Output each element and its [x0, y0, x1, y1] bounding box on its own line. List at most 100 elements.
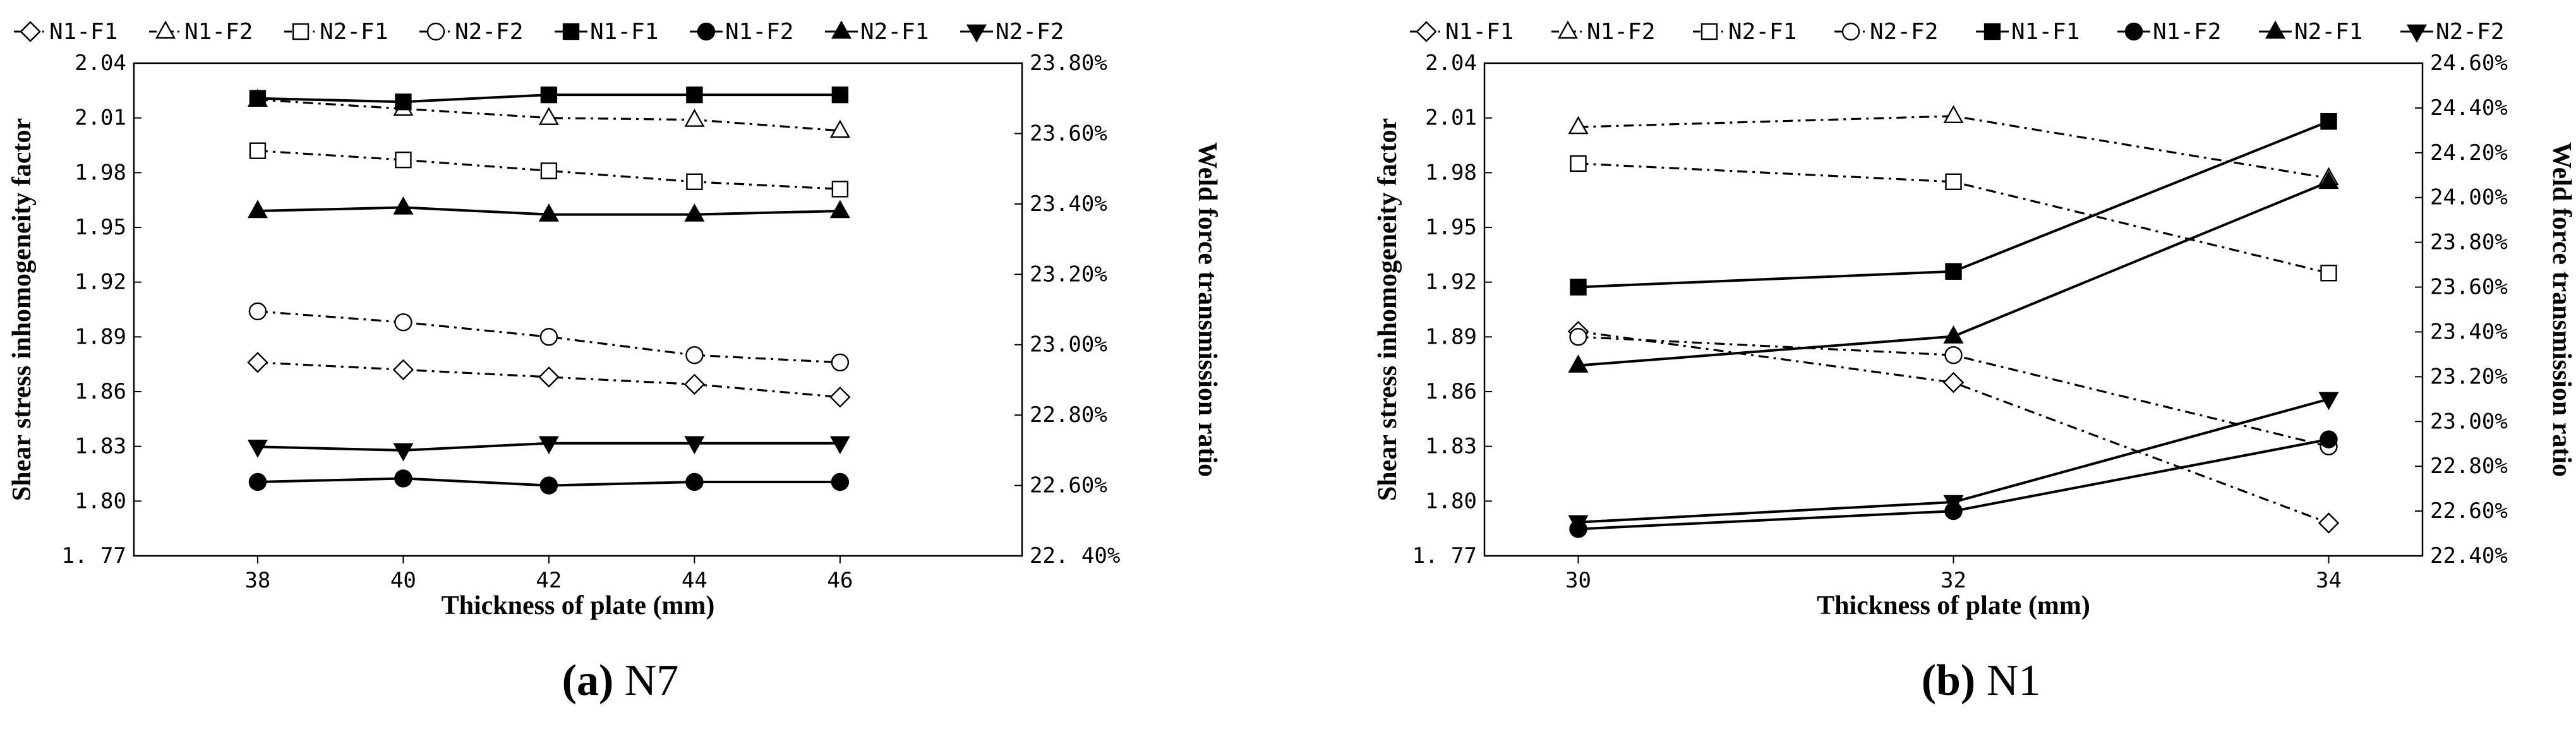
data-point-8-n2-f2-5 — [829, 436, 850, 455]
legend-label-n2-f2: N2-F2 — [996, 19, 1064, 45]
data-point-5-n1-f1-3 — [2320, 112, 2337, 130]
y-tick-label: 1.86 — [1425, 379, 1477, 404]
x-axis-title: Thickness of plate (mm) — [442, 591, 715, 620]
data-point-7-n2-f1-4 — [684, 203, 705, 222]
data-point-3-n2-f1-5 — [831, 181, 849, 198]
y2-tick-label: 23.20% — [1030, 262, 1107, 287]
data-point-6-n1-f2-3 — [2320, 430, 2338, 448]
x-tick-label: 44 — [682, 568, 707, 593]
y-tick-label: 1.83 — [75, 434, 126, 459]
y2-tick-label: 23.80% — [1030, 51, 1107, 76]
y-tick-label: 1. 77 — [1412, 543, 1477, 569]
legend-marker-2-triangle-open — [155, 20, 176, 39]
data-point-3-n2-f1-3 — [2320, 265, 2337, 282]
chart-panel-a: N1-F1 N1-F2 N2-F1 N2-F2 N1-F1 N1-F2 N2-F1 N2-F2… — [8, 19, 1222, 620]
legend-marker-1-diamond-open — [20, 21, 41, 42]
data-point-5-n1-f1-2 — [395, 93, 412, 111]
y-tick-label: 2.01 — [1425, 105, 1477, 131]
data-point-7-n2-f1-3 — [538, 203, 559, 222]
data-point-3-n2-f1-2 — [1945, 173, 1962, 190]
y2-tick-label: 22. 40% — [1030, 543, 1120, 569]
data-point-6-n1-f2-5 — [831, 472, 850, 491]
y-tick-label: 1.80 — [1425, 488, 1477, 514]
legend-label-n1-f1: N1-F1 — [1445, 19, 1514, 45]
legend-label-n1-f2: N1-F2 — [184, 19, 253, 45]
legend-marker-8-triangle-down-filled — [2406, 24, 2428, 43]
series-line-3-n2-f1-left — [257, 150, 840, 190]
legend-marker-6-circle-filled — [697, 22, 716, 41]
legend-label-n2-f1: N2-F1 — [320, 19, 388, 45]
data-point-7-n2-f1-3 — [2318, 171, 2339, 190]
data-point-7-n2-f1-5 — [829, 200, 850, 219]
legend-label-n2-f1: N2-F1 — [860, 19, 929, 45]
y2-tick-label: 23.00% — [2430, 409, 2508, 434]
legend-label-n1-f2: N1-F2 — [1587, 19, 1655, 45]
series-line-1-n1-f1-left — [1578, 330, 2330, 524]
y-tick-label: 2.01 — [75, 105, 126, 131]
legend-label-n2-f1: N2-F1 — [2294, 19, 2362, 45]
series-line-1-n1-f1-left — [257, 361, 841, 399]
data-point-5-n1-f1-3 — [540, 86, 558, 104]
caption-b: (b) N1 — [1922, 656, 2041, 705]
legend-label-n1-f1: N1-F1 — [49, 19, 117, 45]
data-point-1-n1-f1-4 — [683, 373, 706, 395]
data-point-2-n1-f2-4 — [684, 109, 705, 127]
series-line-2-n1-f2-left — [257, 99, 841, 132]
legend-label-n2-f1: N2-F1 — [1728, 19, 1797, 45]
data-point-3-n2-f1-3 — [540, 162, 558, 179]
legend-label-n2-f2: N2-F2 — [1870, 19, 1938, 45]
y2-tick-label: 24.00% — [2430, 185, 2508, 210]
legend-marker-1-diamond-open — [1416, 21, 1437, 42]
y2-axis-title: Weld force transmission ratio — [2547, 142, 2576, 477]
data-point-5-n1-f1-1 — [1570, 279, 1587, 296]
y2-axis-title: Weld force transmission ratio — [1193, 142, 1222, 477]
y2-tick-label: 22.60% — [2430, 498, 2508, 524]
y2-tick-label: 23.00% — [1030, 332, 1107, 358]
y-tick-label: 1.95 — [75, 215, 126, 240]
x-tick-label: 34 — [2316, 568, 2342, 593]
data-point-4-n2-f2-1 — [248, 302, 267, 321]
x-tick-label: 42 — [536, 568, 562, 593]
legend-marker-2-triangle-open — [1557, 20, 1579, 39]
legend-label-n2-f2: N2-F2 — [2436, 19, 2504, 45]
data-point-4-n2-f2-5 — [831, 353, 850, 371]
y2-tick-label: 22.40% — [2430, 543, 2508, 569]
y-tick-label: 1.89 — [75, 324, 126, 349]
data-point-8-n2-f2-1 — [247, 440, 268, 458]
caption-a: (a) N7 — [562, 656, 679, 705]
y-tick-label: 1.92 — [75, 270, 126, 295]
legend-marker-3-square-open — [1700, 23, 1718, 40]
data-point-7-n2-f1-2 — [393, 196, 414, 215]
legend-label-n1-f2: N1-F2 — [2153, 19, 2221, 45]
data-point-4-n2-f2-1 — [1569, 328, 1587, 346]
legend-label-n1-f1: N1-F1 — [590, 19, 658, 45]
legend-marker-6-circle-filled — [2124, 22, 2143, 41]
y-tick-label: 2.04 — [1425, 51, 1477, 76]
y-tick-label: 2.04 — [75, 51, 126, 76]
data-point-2-n1-f2-3 — [538, 107, 559, 125]
data-point-5-n1-f1-2 — [1945, 263, 1962, 280]
plot-frame — [133, 62, 1023, 557]
legend-marker-4-circle-open — [426, 22, 445, 41]
legend-marker-4-circle-open — [1841, 22, 1860, 41]
legend-marker-3-square-open — [292, 23, 310, 40]
y-tick-label: 1.98 — [75, 160, 126, 185]
legend-marker-5-square-filled — [562, 23, 580, 40]
y2-tick-label: 23.40% — [1030, 191, 1107, 217]
data-point-6-n1-f2-3 — [539, 476, 558, 495]
data-point-1-n1-f1-1 — [247, 352, 268, 373]
series-line-4-n2-f2-left — [257, 310, 840, 364]
data-point-7-n2-f1-1 — [247, 200, 268, 219]
plot-frame — [1483, 62, 2424, 557]
y-tick-label: 1.89 — [1425, 324, 1477, 349]
series-line-2-n1-f2-left — [1578, 115, 2329, 179]
x-tick-label: 32 — [1941, 568, 1966, 593]
legend-label-n1-f2: N1-F2 — [725, 19, 793, 45]
x-tick-label: 46 — [827, 568, 853, 593]
data-point-1-n1-f1-3 — [2318, 512, 2340, 534]
data-point-8-n2-f2-4 — [684, 436, 705, 455]
legend-label-n2-f2: N2-F2 — [455, 19, 523, 45]
legend-marker-7-triangle-filled — [831, 20, 852, 39]
